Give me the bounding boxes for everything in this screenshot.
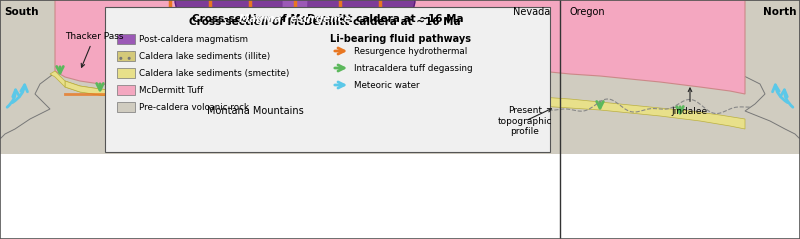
Text: Magma resurgence: Magma resurgence (239, 14, 351, 24)
Text: Thacker Pass: Thacker Pass (65, 32, 123, 67)
Bar (117, 102, 135, 112)
Text: Cross-section of McDermitt caldera at ~16 Ma: Cross-section of McDermitt caldera at ~1… (189, 17, 461, 27)
Text: Caldera lake sediments (illite): Caldera lake sediments (illite) (139, 51, 270, 60)
Text: Present
topographic
profile: Present topographic profile (498, 106, 552, 136)
Polygon shape (0, 0, 800, 154)
Text: Jindalee: Jindalee (672, 88, 708, 116)
Text: Cross-section of McDermitt caldera at ~16 Ma: Cross-section of McDermitt caldera at ~1… (192, 14, 464, 24)
Text: Caldera lake sediments (smectite): Caldera lake sediments (smectite) (139, 69, 290, 77)
Polygon shape (55, 0, 745, 94)
Text: Resurgence hydrothermal: Resurgence hydrothermal (354, 47, 467, 55)
Bar (117, 68, 135, 78)
Polygon shape (282, 0, 308, 96)
Polygon shape (0, 0, 60, 139)
FancyBboxPatch shape (105, 7, 550, 152)
Text: McDermitt Tuff: McDermitt Tuff (139, 86, 203, 94)
Bar (117, 51, 135, 61)
Polygon shape (740, 0, 800, 139)
Ellipse shape (175, 0, 415, 50)
Bar (117, 85, 135, 95)
Text: Pre-caldera volcanic rock: Pre-caldera volcanic rock (139, 103, 249, 112)
Text: South: South (4, 7, 38, 17)
Text: Li-bearing fluid pathways: Li-bearing fluid pathways (330, 34, 471, 44)
Text: Oregon: Oregon (570, 7, 606, 17)
Polygon shape (65, 81, 745, 129)
Text: Intracaldera tuff degassing: Intracaldera tuff degassing (354, 64, 473, 72)
Text: Post-caldera magmatism: Post-caldera magmatism (139, 34, 248, 43)
Text: North: North (762, 7, 796, 17)
Polygon shape (50, 71, 65, 87)
Text: Montana Mountains: Montana Mountains (206, 106, 303, 116)
Polygon shape (65, 81, 420, 104)
Polygon shape (284, 91, 298, 107)
Text: Nevada: Nevada (513, 7, 550, 17)
Bar (117, 34, 135, 44)
Text: Meteoric water: Meteoric water (354, 81, 420, 89)
